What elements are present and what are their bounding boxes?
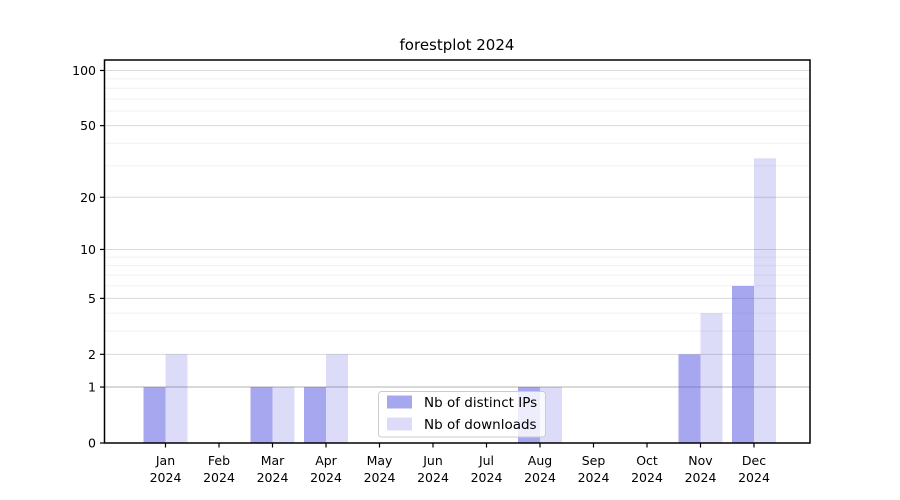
plot-frame: [103, 59, 811, 444]
bar-nb-of-downloads-dec: [754, 158, 776, 443]
bar-nb-of-downloads-nov: [700, 313, 723, 443]
legend-swatch-downloads: [387, 417, 412, 431]
legend-label-distinct-ips: Nb of distinct IPs: [424, 395, 537, 411]
bar-nb-of-distinct-ips-mar: [250, 387, 273, 443]
x-tick-label-month: Aug: [528, 453, 552, 468]
legend-swatch-distinct-ips: [387, 395, 412, 409]
x-tick-label-year: 2024: [578, 470, 610, 485]
y-tick-label: 0: [88, 436, 96, 451]
x-tick-label-year: 2024: [150, 470, 182, 485]
x-tick-label-month: Jun: [422, 453, 443, 468]
bar-nb-of-distinct-ips-nov: [678, 354, 701, 443]
x-tick-label-year: 2024: [685, 470, 717, 485]
x-tick-label-month: Dec: [742, 453, 766, 468]
y-tick-label: 5: [88, 291, 96, 306]
x-tick-label-year: 2024: [471, 470, 503, 485]
x-tick-label-month: Feb: [208, 453, 230, 468]
y-tick-label: 2: [88, 347, 96, 362]
x-tick-label-month: Nov: [688, 453, 713, 468]
x-tick-label-month: Sep: [582, 453, 606, 468]
legend-box: [378, 391, 546, 438]
x-tick-label-year: 2024: [738, 470, 770, 485]
y-tick-label: 20: [80, 190, 96, 205]
bar-nb-of-downloads-mar: [272, 387, 295, 443]
x-tick-label-year: 2024: [364, 470, 396, 485]
y-tick-label: 100: [72, 63, 96, 78]
y-tick-label: 1: [88, 380, 96, 395]
chart-title: forestplot 2024: [400, 36, 515, 54]
y-tick-label: 10: [80, 242, 96, 257]
bar-nb-of-distinct-ips-dec: [732, 285, 754, 443]
x-tick-label-month: Oct: [636, 453, 658, 468]
bar-nb-of-downloads-apr: [326, 354, 348, 443]
x-tick-label-year: 2024: [631, 470, 663, 485]
x-tick-label-year: 2024: [257, 470, 289, 485]
x-tick-label-month: Apr: [315, 453, 337, 468]
x-tick-label-month: May: [367, 453, 393, 468]
bar-nb-of-distinct-ips-apr: [304, 387, 326, 443]
y-tick-label: 50: [80, 118, 96, 133]
x-tick-label-year: 2024: [524, 470, 556, 485]
x-tick-label-year: 2024: [203, 470, 235, 485]
x-tick-label-year: 2024: [417, 470, 449, 485]
bar-nb-of-downloads-jan: [165, 354, 188, 443]
bar-nb-of-distinct-ips-jan: [143, 387, 166, 443]
x-tick-label-month: Jul: [478, 453, 494, 468]
legend-label-downloads: Nb of downloads: [424, 417, 537, 433]
x-tick-label-month: Jan: [155, 453, 175, 468]
x-tick-label-month: Mar: [261, 453, 285, 468]
x-tick-label-year: 2024: [310, 470, 342, 485]
